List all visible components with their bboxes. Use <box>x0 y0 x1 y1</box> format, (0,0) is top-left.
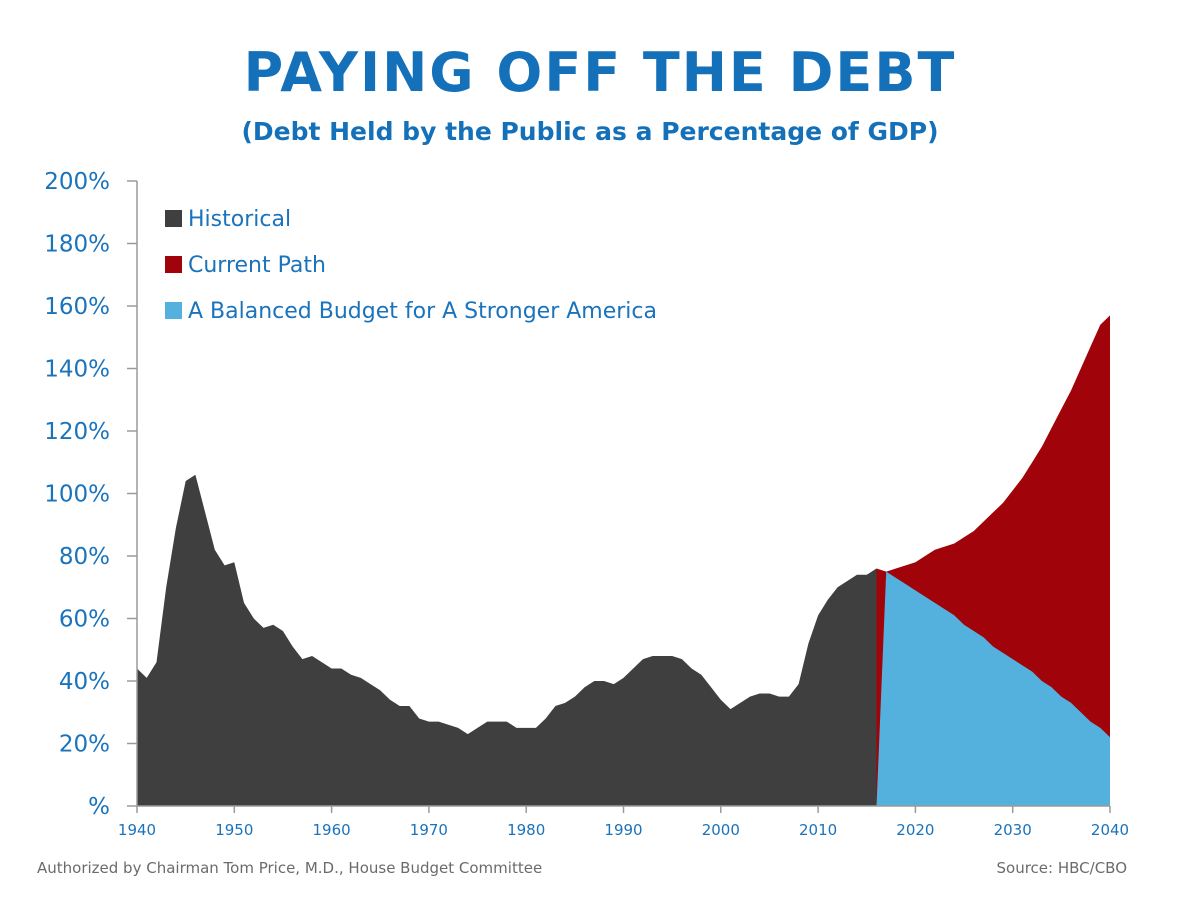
y-tick-label: 60% <box>59 607 110 633</box>
legend-label: Historical <box>188 207 291 232</box>
footer-source: Source: HBC/CBO <box>997 859 1127 877</box>
x-tick-label: 1950 <box>215 821 253 839</box>
y-tick-label: 180% <box>44 232 110 258</box>
x-axis-ticks: 1940 1950 1960 1970 1980 1990 2000 2010 2020 2030… <box>118 806 1129 839</box>
x-tick-label: 1990 <box>604 821 642 839</box>
x-tick-label: 1970 <box>410 821 448 839</box>
x-tick-label: 2030 <box>994 821 1032 839</box>
x-tick-label: 1960 <box>313 821 351 839</box>
chart-title: PAYING OFF THE DEBT <box>244 41 957 104</box>
legend-swatch <box>165 210 182 227</box>
y-tick-label: 200% <box>44 169 110 195</box>
chart-subtitle: (Debt Held by the Public as a Percentage… <box>241 117 938 146</box>
y-tick-label: % <box>88 794 110 820</box>
x-tick-label: 1940 <box>118 821 156 839</box>
x-tick-label: 2040 <box>1091 821 1129 839</box>
legend-label: Current Path <box>188 253 326 278</box>
x-tick-label: 2020 <box>896 821 934 839</box>
legend-swatch <box>165 256 182 273</box>
series-area-historical <box>137 474 877 806</box>
x-tick-label: 1980 <box>507 821 545 839</box>
y-tick-label: 120% <box>44 419 110 445</box>
legend-swatch <box>165 302 182 319</box>
footer-credit: Authorized by Chairman Tom Price, M.D., … <box>37 859 542 877</box>
legend-label: A Balanced Budget for A Stronger America <box>188 299 657 324</box>
x-tick-label: 2000 <box>702 821 740 839</box>
y-tick-label: 160% <box>44 294 110 320</box>
y-tick-label: 20% <box>59 732 110 758</box>
legend: Historical Current Path A Balanced Budget … <box>165 207 657 324</box>
y-axis-ticks: % 20% 40% 60% 80% 100% 120% 140% 160% 180% 200% <box>44 169 137 820</box>
x-tick-label: 2010 <box>799 821 837 839</box>
y-tick-label: 80% <box>59 544 110 570</box>
y-tick-label: 140% <box>44 357 110 383</box>
y-tick-label: 40% <box>59 669 110 695</box>
y-tick-label: 100% <box>44 482 110 508</box>
series-area-a-balanced-budget-for-a-stronger-america <box>876 571 1110 806</box>
plot-areas <box>137 315 1110 806</box>
